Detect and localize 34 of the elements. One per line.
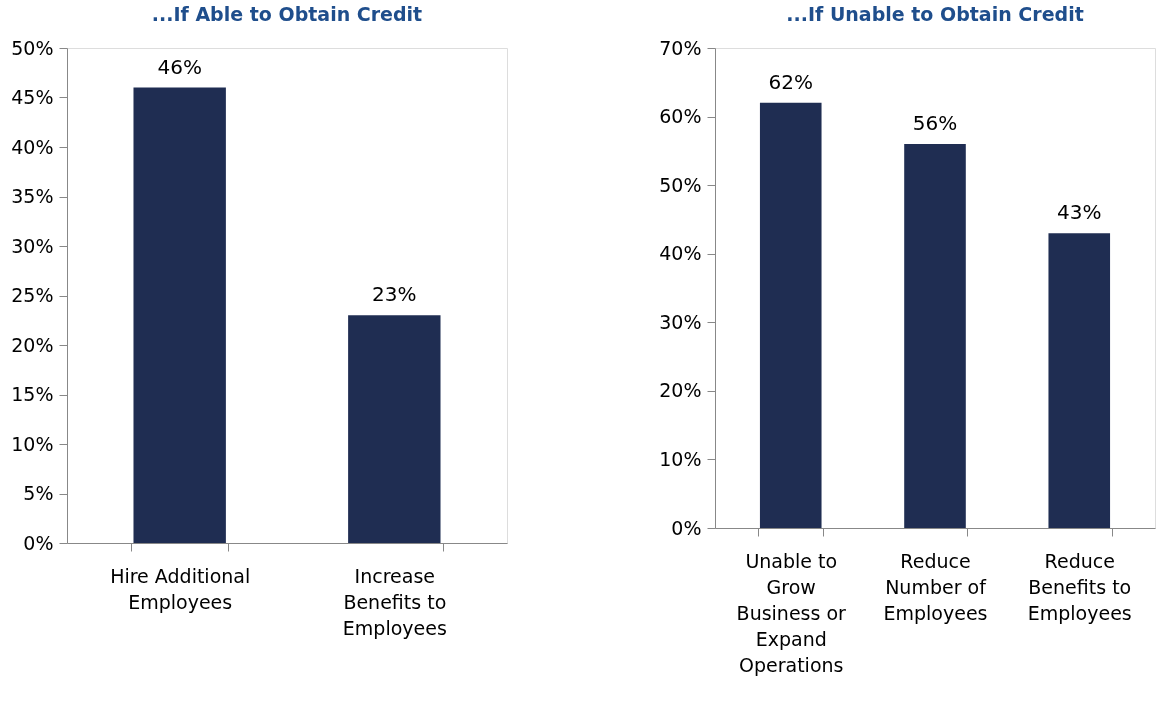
- y-tick-label: 25%: [11, 284, 54, 306]
- data-label: 46%: [157, 54, 202, 79]
- x-tick-label: Reduce Number of Employees: [883, 549, 988, 624]
- y-tick-label: 10%: [659, 447, 702, 470]
- bar: [759, 102, 822, 528]
- x-tick-label: Increase Benefits to Employees: [342, 564, 447, 639]
- chart-title: ...If Able to Obtain Credit: [151, 3, 423, 25]
- chart-title: ...If Unable to Obtain Credit: [786, 3, 1084, 25]
- y-tick-label: 35%: [11, 185, 54, 207]
- bar: [904, 144, 966, 528]
- y-tick-label: 10%: [11, 432, 54, 455]
- y-tick-label: 30%: [11, 234, 54, 257]
- y-tick-label: 30%: [659, 310, 702, 333]
- y-tick-label: 40%: [659, 242, 702, 265]
- data-label: 56%: [912, 111, 958, 135]
- x-tick-label: Reduce Benefits to Employees: [1027, 549, 1132, 624]
- y-tick-label: 20%: [659, 379, 702, 402]
- y-tick-label: 20%: [11, 333, 54, 356]
- bar: [1048, 233, 1111, 528]
- y-tick-label: 5%: [23, 482, 54, 504]
- y-tick-label: 60%: [659, 105, 702, 128]
- data-label: 43%: [1057, 200, 1102, 225]
- x-tick-label: Unable to Grow Business or Expand Operations: [736, 549, 847, 676]
- y-tick-label: 70%: [659, 36, 702, 59]
- y-tick-label: 0%: [671, 516, 702, 539]
- y-tick-label: 45%: [11, 86, 54, 108]
- y-tick-label: 50%: [659, 173, 702, 196]
- data-label: 62%: [768, 69, 813, 94]
- y-tick-label: 0%: [23, 531, 54, 554]
- y-tick-label: 15%: [11, 383, 54, 405]
- y-tick-label: 40%: [11, 135, 54, 158]
- x-tick-label: Hire Additional Employees: [110, 564, 251, 613]
- data-label: 23%: [372, 282, 417, 307]
- y-tick-label: 50%: [11, 36, 54, 59]
